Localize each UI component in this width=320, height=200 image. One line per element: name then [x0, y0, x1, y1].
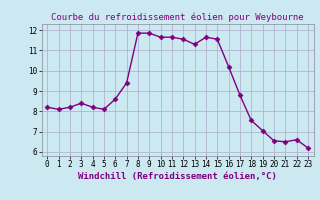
X-axis label: Windchill (Refroidissement éolien,°C): Windchill (Refroidissement éolien,°C): [78, 172, 277, 181]
Title: Courbe du refroidissement éolien pour Weybourne: Courbe du refroidissement éolien pour We…: [51, 12, 304, 22]
